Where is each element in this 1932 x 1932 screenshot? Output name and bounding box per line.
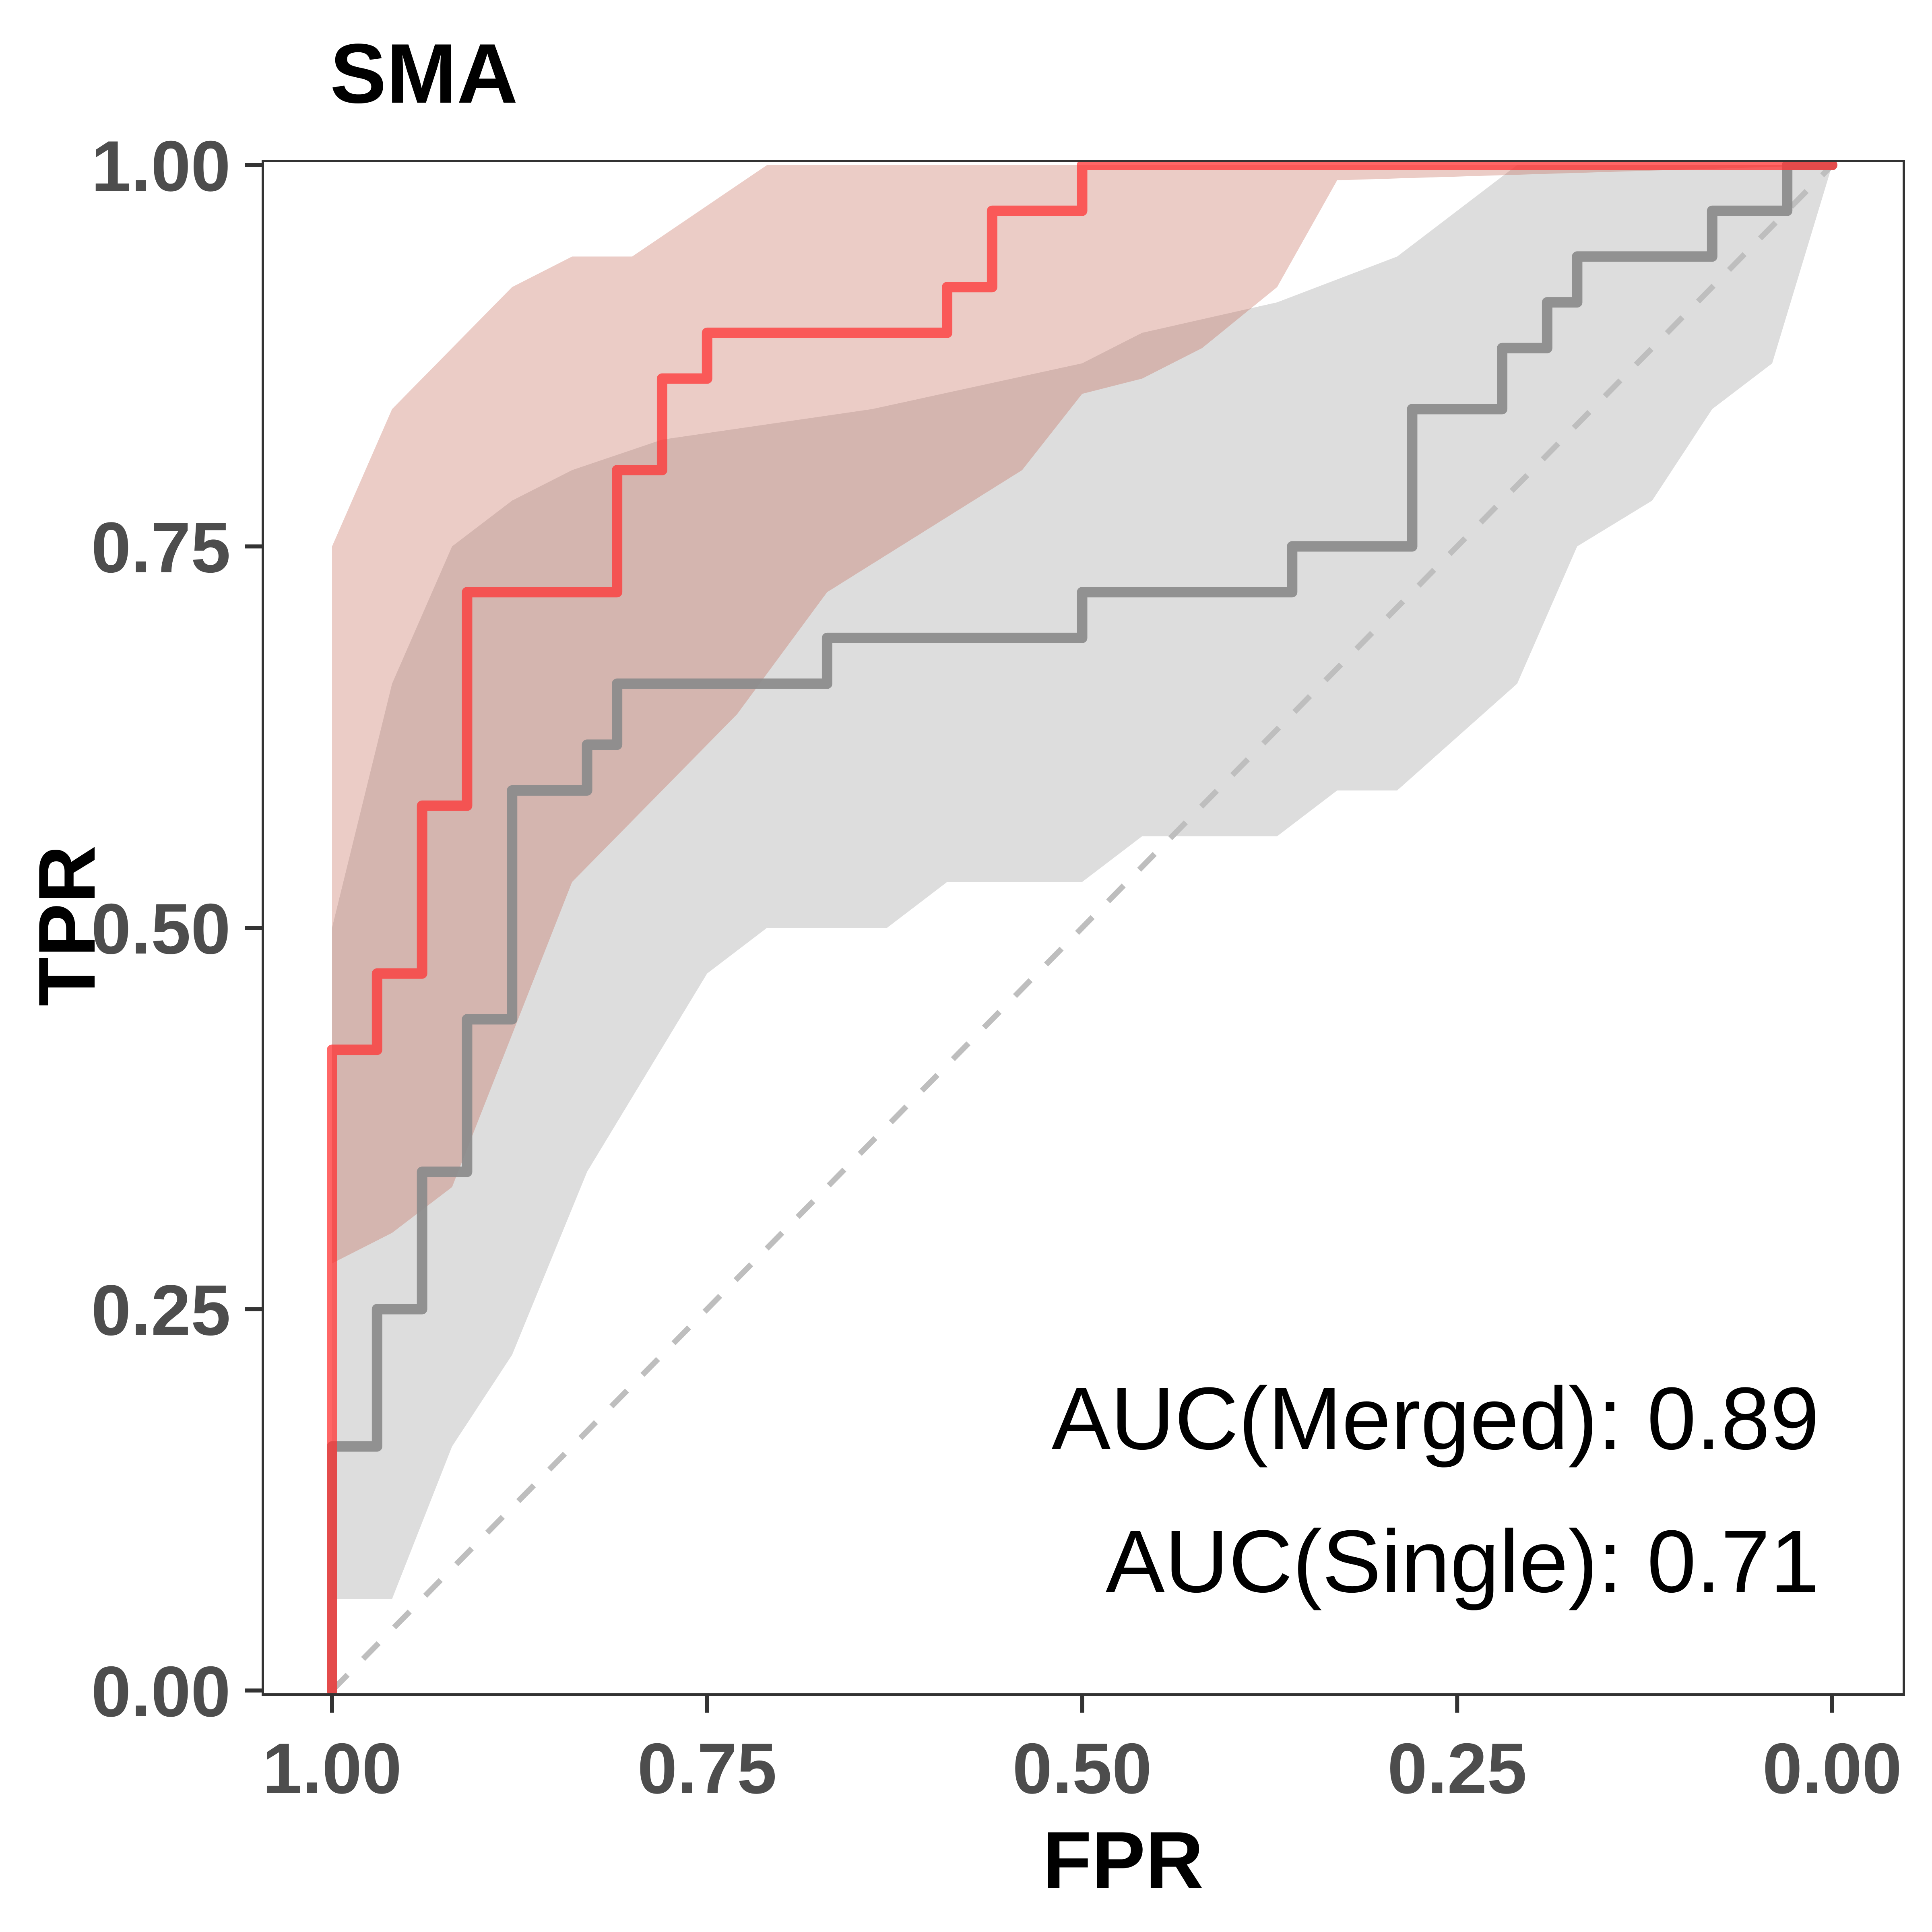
auc-merged-annotation: AUC(Merged): 0.89 bbox=[1052, 1369, 1819, 1468]
roc-curve-0 bbox=[327, 160, 1837, 1696]
y-tick-label: 1.00 bbox=[91, 126, 231, 206]
y-tick-label: 0.75 bbox=[91, 508, 231, 588]
x-tick-label: 0.00 bbox=[1763, 1728, 1902, 1808]
y-tick-label: 0.00 bbox=[91, 1651, 231, 1732]
x-tick-label: 0.75 bbox=[638, 1728, 777, 1808]
roc-curves bbox=[327, 160, 1837, 1696]
x-tick-label: 0.50 bbox=[1012, 1728, 1152, 1808]
roc-curve-1 bbox=[327, 160, 1837, 1696]
x-axis: 1.00 0.75 0.50 0.25 0.00 bbox=[262, 1695, 1902, 1808]
x-tick-label: 1.00 bbox=[262, 1728, 402, 1808]
y-tick-label: 0.50 bbox=[91, 889, 231, 969]
x-axis-title: FPR bbox=[1042, 1815, 1203, 1905]
x-tick-label: 0.25 bbox=[1387, 1728, 1527, 1808]
y-tick-label: 0.25 bbox=[91, 1270, 231, 1350]
reference-diagonal bbox=[330, 163, 1834, 1693]
y-axis: 0.00 0.25 0.50 0.75 1.00 bbox=[91, 126, 263, 1732]
y-axis-title: TPR bbox=[22, 845, 112, 1006]
confidence-band-1 bbox=[332, 165, 1832, 1599]
confidence-bands bbox=[332, 165, 1832, 1599]
chart-title: SMA bbox=[330, 26, 518, 121]
confidence-band-0 bbox=[332, 165, 1832, 1263]
auc-single-annotation: AUC(Single): 0.71 bbox=[1106, 1512, 1819, 1611]
